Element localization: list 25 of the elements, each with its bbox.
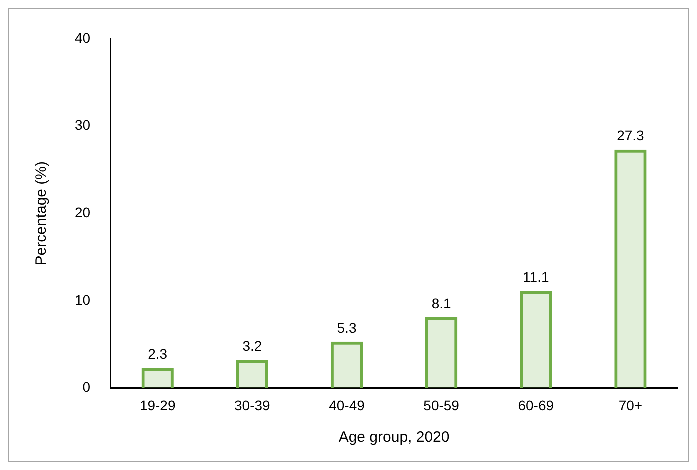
y-tick-label: 40 [74, 30, 91, 46]
x-tick-label: 40-49 [329, 397, 366, 414]
data-label: 27.3 [617, 128, 645, 144]
bar [520, 291, 552, 388]
x-tick-label: 30-39 [234, 397, 271, 414]
y-tick-label: 10 [74, 292, 91, 308]
x-tick-label: 50-59 [424, 397, 460, 414]
data-label: 8.1 [432, 295, 452, 312]
bar [330, 342, 364, 388]
y-tick-label: 30 [74, 117, 91, 134]
x-tick-label: 60-69 [518, 397, 554, 414]
y-tick-label: 20 [74, 204, 91, 220]
data-label: 11.1 [523, 269, 550, 286]
y-tick-label: 0 [82, 379, 91, 396]
data-label: 2.3 [148, 346, 168, 362]
bar [425, 317, 458, 388]
y-axis-title: Percentage (%) [33, 161, 50, 266]
data-label: 5.3 [337, 320, 357, 336]
x-axis-title: Age group, 2020 [338, 429, 450, 446]
bar [236, 360, 269, 388]
x-tick-label: 19-29 [140, 397, 176, 414]
bar [142, 368, 174, 388]
data-label: 3.2 [242, 338, 262, 354]
x-tick-label: 70+ [618, 397, 643, 414]
bar [614, 150, 647, 388]
